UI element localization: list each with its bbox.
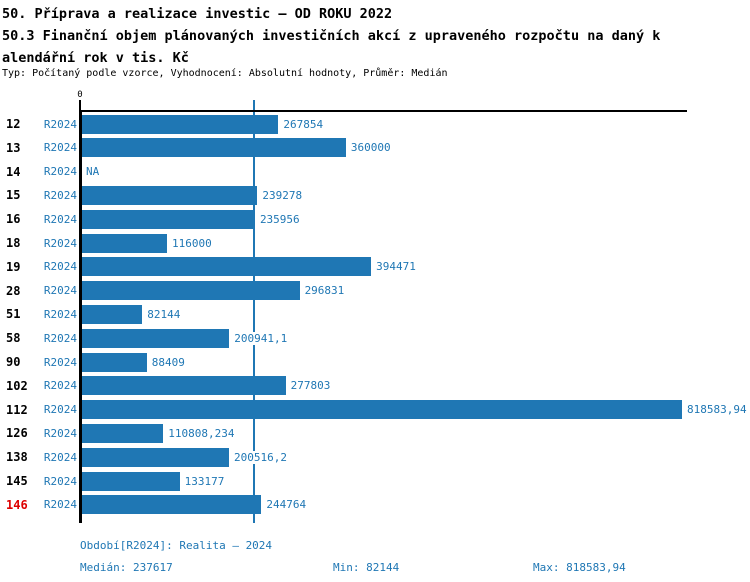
bar-value-label: 818583,94 xyxy=(686,403,748,417)
row-id-label: 13 xyxy=(6,140,21,155)
row-id-label: 19 xyxy=(6,259,21,274)
row-period-label: R2024 xyxy=(43,379,77,393)
chart-row: 145 R2024 133177 xyxy=(0,469,750,493)
value-bar xyxy=(82,495,262,515)
row-period-label: R2024 xyxy=(43,284,77,298)
value-bar xyxy=(82,281,300,301)
bar-value-label: 110808,234 xyxy=(167,426,236,440)
row-id-label-highlighted: 146 xyxy=(6,497,28,512)
x-axis-zero-tick-label: 0 xyxy=(77,90,83,100)
value-bar xyxy=(82,400,682,420)
chart-subtitle-line1: 50.3 Finanční objem plánovaných investič… xyxy=(2,28,661,44)
row-id-label: 145 xyxy=(6,474,28,488)
chart-row: 58 R2024 200941,1 xyxy=(0,326,750,350)
chart-row: 90 R2024 88409 xyxy=(0,350,750,374)
bar-value-label: 200941,1 xyxy=(233,331,289,345)
row-period-label: R2024 xyxy=(43,498,77,512)
row-id-label: 15 xyxy=(6,188,21,203)
value-bar xyxy=(82,185,258,205)
bar-value-label: 116000 xyxy=(171,236,213,250)
chart-row: 18 R2024 116000 xyxy=(0,231,750,255)
page-title: 50. Příprava a realizace investic – OD R… xyxy=(2,6,393,22)
row-period-label: R2024 xyxy=(43,117,77,131)
row-period-label: R2024 xyxy=(43,188,77,202)
chart-row: 28 R2024 296831 xyxy=(0,279,750,303)
value-bar xyxy=(82,352,147,372)
row-period-label: R2024 xyxy=(43,450,77,464)
chart-row: 13 R2024 360000 xyxy=(0,136,750,160)
row-id-label: 14 xyxy=(6,164,21,179)
bar-value-label: 394471 xyxy=(375,260,417,274)
row-id-label: 90 xyxy=(6,355,21,369)
value-bar xyxy=(82,423,164,443)
row-period-label: R2024 xyxy=(43,474,77,488)
bar-value-label: 88409 xyxy=(150,355,186,369)
row-period-label: R2024 xyxy=(43,260,77,274)
row-period-label: R2024 xyxy=(43,236,77,250)
row-period-label: R2024 xyxy=(43,355,77,369)
row-period-label: R2024 xyxy=(43,331,77,345)
row-period-label: R2024 xyxy=(43,165,77,179)
value-bar xyxy=(82,257,372,277)
row-id-label: 18 xyxy=(6,236,21,250)
chart-row: 16 R2024 235956 xyxy=(0,207,750,231)
row-id-label: 58 xyxy=(6,331,21,346)
chart-row: 14 R2024 NA xyxy=(0,160,750,184)
value-bar xyxy=(82,376,286,396)
row-na-label: NA xyxy=(86,165,100,179)
chart-row: 126 R2024 110808,234 xyxy=(0,421,750,445)
footer-max-stat: Max: 818583,94 xyxy=(533,561,626,574)
value-bar xyxy=(82,138,346,158)
value-bar xyxy=(82,233,168,253)
value-bar xyxy=(82,304,143,324)
bar-value-label: 235956 xyxy=(258,212,301,226)
bar-value-label: 82144 xyxy=(146,307,182,321)
value-bar xyxy=(82,114,279,134)
bar-value-label: 133177 xyxy=(183,474,226,488)
x-axis-line xyxy=(79,110,687,112)
chart-subtitle-line2: alendářní rok v tis. Kč xyxy=(2,50,189,66)
y-axis-line xyxy=(79,110,82,523)
footer-min-stat: Min: 82144 xyxy=(333,561,400,574)
median-reference-line xyxy=(253,100,255,523)
bar-value-label: 200516,2 xyxy=(232,450,288,464)
row-id-label: 16 xyxy=(6,212,21,227)
chart-row: 146 R2024 244764 xyxy=(0,493,750,517)
row-id-label: 102 xyxy=(6,378,28,393)
row-id-label: 12 xyxy=(6,117,21,131)
bar-value-label: 239278 xyxy=(261,188,304,202)
footer-period-label: Období[R2024]: Realita – 2024 xyxy=(80,539,273,552)
chart-row: 19 R2024 394471 xyxy=(0,255,750,279)
row-period-label: R2024 xyxy=(43,307,77,321)
chart-row: 51 R2024 82144 xyxy=(0,302,750,326)
bar-value-label: 244764 xyxy=(265,498,308,512)
row-id-label: 112 xyxy=(6,402,28,417)
row-id-label: 28 xyxy=(6,283,21,298)
row-id-label: 138 xyxy=(6,450,28,465)
chart-row: 15 R2024 239278 xyxy=(0,183,750,207)
chart-row: 112 R2024 818583,94 xyxy=(0,398,750,422)
bar-value-label: 277803 xyxy=(289,379,332,393)
value-bar xyxy=(82,447,229,467)
chart-row: 102 R2024 277803 xyxy=(0,374,750,398)
chart-row: 12 R2024 267854 xyxy=(0,112,750,136)
row-period-label: R2024 xyxy=(43,141,77,155)
row-period-label: R2024 xyxy=(43,426,77,440)
value-bar xyxy=(82,471,180,491)
bar-value-label: 296831 xyxy=(303,284,346,298)
value-bar xyxy=(82,209,255,229)
row-id-label: 126 xyxy=(6,426,28,441)
bar-value-label: 267854 xyxy=(282,117,325,131)
value-bar xyxy=(82,328,230,348)
footer-median-stat: Medián: 237617 xyxy=(80,561,173,574)
chart-row: 138 R2024 200516,2 xyxy=(0,445,750,469)
bar-value-label: 360000 xyxy=(349,141,392,155)
chart-meta-info: Typ: Počítaný podle vzorce, Vyhodnocení:… xyxy=(2,68,448,79)
x-axis-zero-tick xyxy=(79,100,81,111)
row-id-label: 51 xyxy=(6,307,21,322)
row-period-label: R2024 xyxy=(43,403,77,417)
row-period-label: R2024 xyxy=(43,212,77,226)
